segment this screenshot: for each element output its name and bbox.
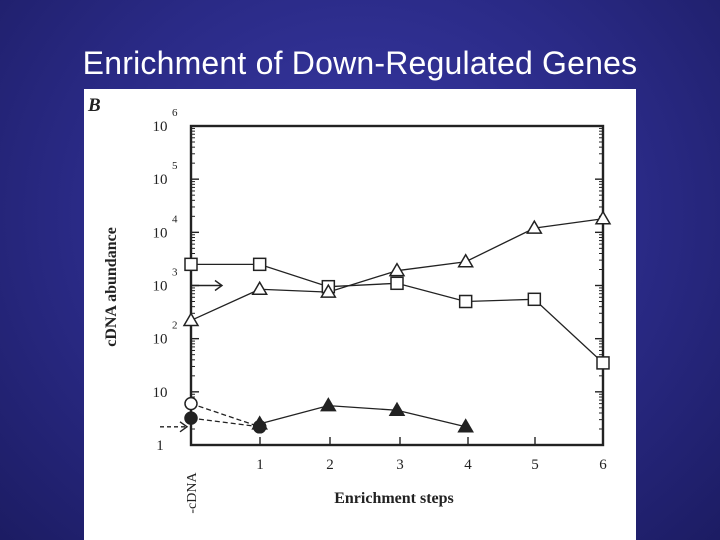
data-point-square	[252, 257, 267, 272]
data-point-triangle	[457, 253, 474, 268]
data-point-circle	[252, 420, 267, 434]
series-line	[190, 403, 260, 428]
data-point-square	[527, 292, 542, 307]
y-tick-exponent: 4	[172, 213, 178, 225]
x-tick-label: -cDNA	[185, 472, 200, 514]
data-point-triangle	[594, 210, 612, 225]
x-axis: -cDNA 1 2 3 4 5 6	[185, 437, 607, 514]
y-tick-label: 10	[153, 119, 168, 135]
y-tick-label: 10	[153, 332, 168, 348]
series-lines	[190, 218, 604, 428]
series-markers	[182, 210, 612, 434]
y-axis: 1 10 10 2 10 3 10 4 10 5 10 6	[153, 107, 603, 454]
data-point-circle	[184, 396, 198, 411]
panel-label: B	[87, 95, 101, 116]
data-point-triangle	[251, 280, 268, 296]
data-point-triangle	[457, 418, 474, 433]
series-line	[259, 404, 466, 428]
x-tick-label: 2	[326, 457, 334, 473]
data-point-triangle	[388, 401, 406, 417]
slide-title: Enrichment of Down-Regulated Genes	[82, 45, 638, 81]
y-tick-label: 1	[156, 438, 164, 454]
x-tick-label: 3	[396, 457, 404, 473]
y-tick-label: 10	[153, 279, 168, 295]
data-point-square	[596, 356, 610, 370]
series-line	[190, 417, 260, 428]
x-axis-title: Enrichment steps	[334, 490, 454, 507]
data-point-triangle	[320, 397, 337, 412]
data-point-triangle	[182, 311, 200, 327]
data-point-triangle	[320, 283, 337, 298]
x-tick-label: 1	[256, 457, 264, 473]
x-tick-label: 4	[464, 457, 472, 473]
y-tick-label: 10	[153, 225, 168, 241]
data-point-triangle	[388, 262, 406, 277]
y-tick-exponent: 5	[172, 160, 178, 172]
data-point-square	[184, 257, 198, 272]
figure-panel: B 1 10 10 2 10 3 10 4 10 5 10 6 -cDNA 1 2 3 4 5 6 cDNA ab…	[84, 89, 636, 540]
y-tick-label: 10	[153, 172, 168, 188]
x-tick-label: 6	[599, 457, 607, 473]
line-chart: B 1 10 10 2 10 3 10 4 10 5 10 6 -cDNA 1 2 3 4 5 6 cDNA ab…	[87, 95, 612, 514]
data-point-triangle	[526, 219, 543, 234]
y-axis-title: cDNA abundance	[103, 227, 120, 347]
y-tick-exponent: 3	[172, 267, 178, 279]
x-tick-label: 5	[531, 457, 539, 473]
annotation-arrow-head	[179, 421, 189, 433]
y-tick-exponent: 6	[172, 107, 178, 119]
data-point-square	[458, 294, 473, 309]
y-tick-label: 10	[153, 385, 168, 401]
annotation-arrow-head	[214, 279, 224, 292]
y-tick-exponent: 2	[172, 320, 178, 332]
data-point-square	[390, 276, 404, 291]
annotation-arrows	[160, 279, 224, 433]
data-point-circle	[184, 411, 198, 425]
